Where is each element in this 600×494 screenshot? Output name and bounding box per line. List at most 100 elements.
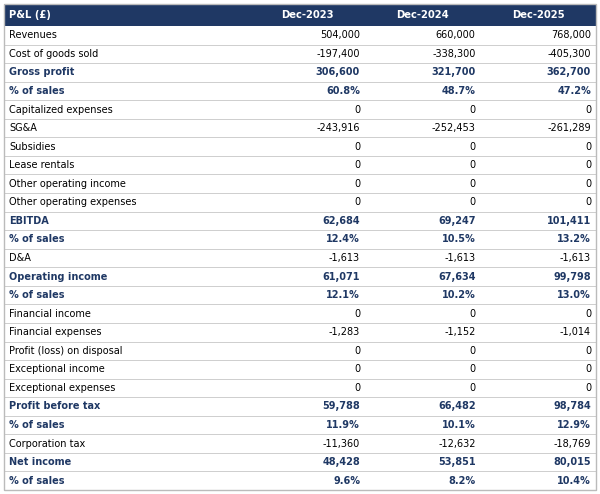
- Text: % of sales: % of sales: [9, 420, 65, 430]
- Text: 62,684: 62,684: [322, 216, 360, 226]
- Text: Net income: Net income: [9, 457, 71, 467]
- Text: 61,071: 61,071: [323, 272, 360, 282]
- Text: Dec-2023: Dec-2023: [281, 10, 334, 20]
- Text: 11.9%: 11.9%: [326, 420, 360, 430]
- Text: P&L (£): P&L (£): [9, 10, 51, 20]
- Text: 101,411: 101,411: [547, 216, 591, 226]
- Text: 0: 0: [469, 197, 476, 207]
- Bar: [4, 323, 596, 341]
- Text: 306,600: 306,600: [316, 67, 360, 78]
- Bar: [4, 286, 596, 304]
- Text: Other operating income: Other operating income: [9, 179, 126, 189]
- Text: 0: 0: [585, 383, 591, 393]
- Text: Corporation tax: Corporation tax: [9, 439, 85, 449]
- Text: 12.1%: 12.1%: [326, 290, 360, 300]
- Bar: [4, 378, 596, 397]
- Text: 0: 0: [585, 197, 591, 207]
- Text: Exceptional income: Exceptional income: [9, 365, 105, 374]
- Text: Financial income: Financial income: [9, 309, 91, 319]
- Text: 768,000: 768,000: [551, 30, 591, 41]
- Text: 0: 0: [585, 179, 591, 189]
- Bar: [4, 63, 596, 82]
- Bar: [4, 471, 596, 490]
- Text: 10.1%: 10.1%: [442, 420, 476, 430]
- Bar: [4, 100, 596, 119]
- Text: -1,014: -1,014: [560, 327, 591, 337]
- Bar: [4, 193, 596, 211]
- Text: -197,400: -197,400: [317, 49, 360, 59]
- Text: 0: 0: [585, 160, 591, 170]
- Text: 53,851: 53,851: [438, 457, 476, 467]
- Bar: [4, 304, 596, 323]
- Text: Lease rentals: Lease rentals: [9, 160, 74, 170]
- Text: 0: 0: [354, 365, 360, 374]
- Text: 47.2%: 47.2%: [557, 86, 591, 96]
- Text: SG&A: SG&A: [9, 123, 37, 133]
- Text: EBITDA: EBITDA: [9, 216, 49, 226]
- Bar: [4, 82, 596, 100]
- Text: 10.2%: 10.2%: [442, 290, 476, 300]
- Text: % of sales: % of sales: [9, 290, 65, 300]
- Text: -12,632: -12,632: [438, 439, 476, 449]
- Text: 504,000: 504,000: [320, 30, 360, 41]
- Text: 10.4%: 10.4%: [557, 476, 591, 486]
- Text: 10.5%: 10.5%: [442, 235, 476, 245]
- Text: 9.6%: 9.6%: [333, 476, 360, 486]
- Text: 0: 0: [469, 365, 476, 374]
- Text: 98,784: 98,784: [553, 402, 591, 412]
- Text: 0: 0: [354, 142, 360, 152]
- Text: 0: 0: [354, 346, 360, 356]
- Text: 0: 0: [469, 105, 476, 115]
- Text: 12.9%: 12.9%: [557, 420, 591, 430]
- Text: 0: 0: [585, 309, 591, 319]
- Text: 0: 0: [469, 142, 476, 152]
- Bar: [4, 267, 596, 286]
- Text: Exceptional expenses: Exceptional expenses: [9, 383, 115, 393]
- Bar: [4, 397, 596, 416]
- Text: D&A: D&A: [9, 253, 31, 263]
- Text: 0: 0: [469, 309, 476, 319]
- Text: 59,788: 59,788: [322, 402, 360, 412]
- Text: 362,700: 362,700: [547, 67, 591, 78]
- Text: 69,247: 69,247: [438, 216, 476, 226]
- Text: -1,283: -1,283: [329, 327, 360, 337]
- Bar: [4, 248, 596, 267]
- Text: 0: 0: [469, 346, 476, 356]
- Text: Dec-2024: Dec-2024: [397, 10, 449, 20]
- Text: % of sales: % of sales: [9, 476, 65, 486]
- Text: 12.4%: 12.4%: [326, 235, 360, 245]
- Text: 13.0%: 13.0%: [557, 290, 591, 300]
- Text: 660,000: 660,000: [436, 30, 476, 41]
- Bar: [4, 137, 596, 156]
- Bar: [4, 211, 596, 230]
- Text: 48,428: 48,428: [322, 457, 360, 467]
- Text: 0: 0: [469, 383, 476, 393]
- Text: 13.2%: 13.2%: [557, 235, 591, 245]
- Bar: [4, 416, 596, 434]
- Text: Gross profit: Gross profit: [9, 67, 74, 78]
- Text: 0: 0: [354, 105, 360, 115]
- Text: 0: 0: [585, 365, 591, 374]
- Text: 67,634: 67,634: [438, 272, 476, 282]
- Text: Profit (loss) on disposal: Profit (loss) on disposal: [9, 346, 122, 356]
- Bar: [4, 230, 596, 248]
- Bar: [4, 119, 596, 137]
- Text: 0: 0: [354, 179, 360, 189]
- Text: Operating income: Operating income: [9, 272, 107, 282]
- Text: -243,916: -243,916: [317, 123, 360, 133]
- Bar: [4, 156, 596, 174]
- Text: Subsidies: Subsidies: [9, 142, 56, 152]
- Bar: [4, 174, 596, 193]
- Text: 48.7%: 48.7%: [442, 86, 476, 96]
- Text: 321,700: 321,700: [431, 67, 476, 78]
- Text: -1,613: -1,613: [560, 253, 591, 263]
- Text: 0: 0: [469, 160, 476, 170]
- Text: 66,482: 66,482: [438, 402, 476, 412]
- Text: Capitalized expenses: Capitalized expenses: [9, 105, 113, 115]
- Text: -405,300: -405,300: [548, 49, 591, 59]
- Text: 0: 0: [354, 309, 360, 319]
- Text: Other operating expenses: Other operating expenses: [9, 197, 137, 207]
- Bar: [4, 434, 596, 453]
- Text: 0: 0: [354, 197, 360, 207]
- Text: 0: 0: [585, 142, 591, 152]
